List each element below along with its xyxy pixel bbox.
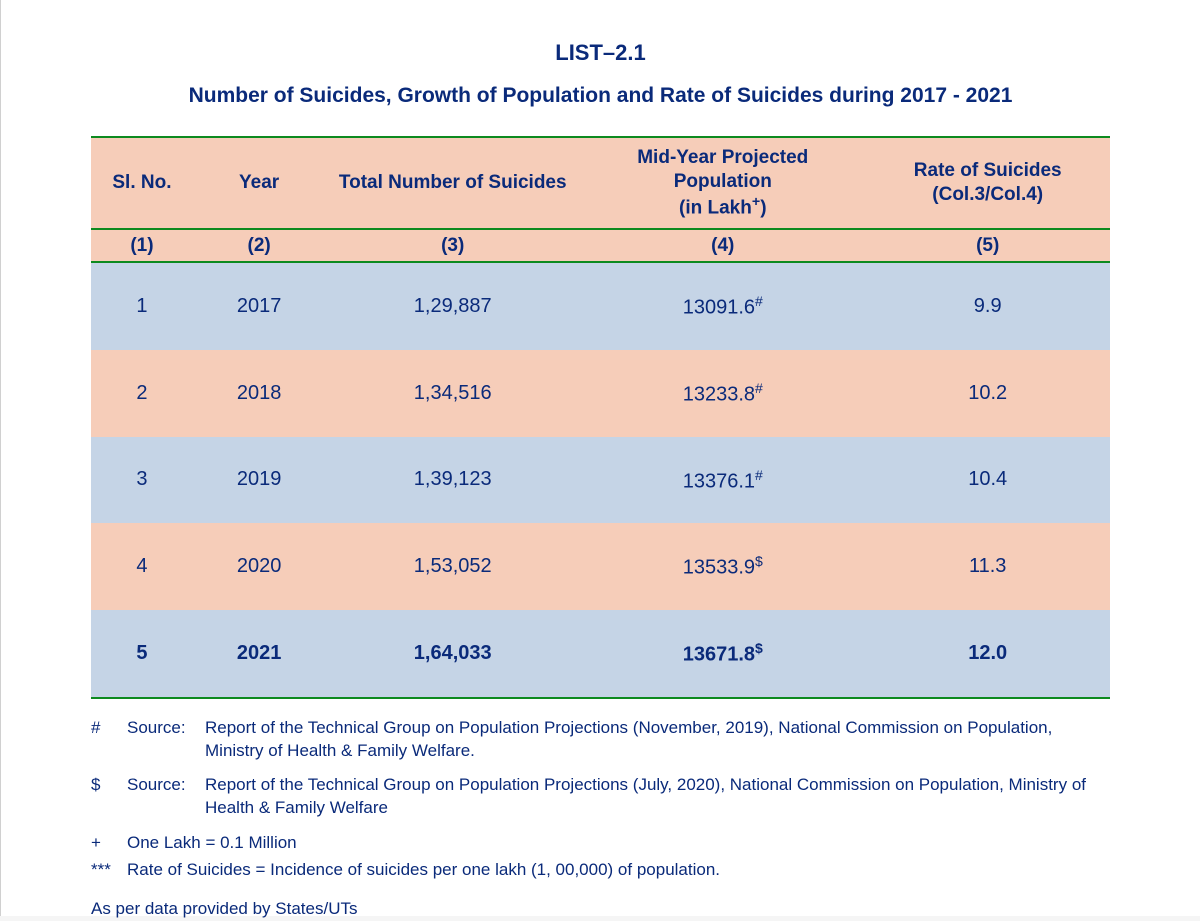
cell-rate: 10.2 [865,350,1110,437]
hdr-pop: Mid-Year Projected Population (in Lakh+) [580,137,865,229]
index-row: (1) (2) (3) (4) (5) [91,229,1110,263]
cell-pop: 13671.8$ [580,610,865,698]
cell-pop: 13533.9$ [580,523,865,610]
cell-pop-sup: $ [755,640,763,656]
footnote-text: One Lakh = 0.1 Million [127,832,1110,855]
table-row: 1 2017 1,29,887 13091.6# 9.9 [91,262,1110,350]
footnote-sym: *** [91,859,127,882]
cell-pop: 13233.8# [580,350,865,437]
cell-pop-val: 13533.9 [683,557,755,579]
cell-pop: 13091.6# [580,262,865,350]
footnote-dollar: $ Source: Report of the Technical Group … [91,774,1110,820]
footnote-sym: + [91,832,127,855]
idx-2: (2) [193,229,325,263]
footnote-sym: $ [91,774,127,820]
hdr-pop-sup: + [752,194,760,210]
cell-year: 2017 [193,262,325,350]
cell-pop-val: 13091.6 [683,297,755,319]
cell-sl: 3 [91,437,193,524]
footnote-text: Report of the Technical Group on Populat… [205,717,1110,763]
cell-year: 2020 [193,523,325,610]
footnote-label: Source: [127,774,205,820]
hdr-pop-l1: Mid-Year Projected [637,147,808,168]
hdr-pop-l3b: ) [760,197,766,218]
footnote-text: Report of the Technical Group on Populat… [205,774,1110,820]
cell-year: 2021 [193,610,325,698]
idx-3: (3) [325,229,580,263]
subtitle: Number of Suicides, Growth of Population… [91,84,1110,108]
cell-pop: 13376.1# [580,437,865,524]
cell-pop-sup: $ [755,553,763,569]
data-table: Sl. No. Year Total Number of Suicides Mi… [91,136,1110,699]
cell-year: 2018 [193,350,325,437]
cell-sl: 1 [91,262,193,350]
hdr-sl: Sl. No. [91,137,193,229]
cell-year: 2019 [193,437,325,524]
hdr-pop-l3a: (in Lakh [679,197,752,218]
cell-suic: 1,39,123 [325,437,580,524]
list-title: LIST–2.1 [91,40,1110,66]
cell-suic: 1,64,033 [325,610,580,698]
idx-5: (5) [865,229,1110,263]
table-row: 3 2019 1,39,123 13376.1# 10.4 [91,437,1110,524]
cell-sl: 4 [91,523,193,610]
cell-pop-sup: # [755,293,763,309]
cell-pop-sup: # [755,467,763,483]
footnote-plus: + One Lakh = 0.1 Million [91,832,1110,855]
cell-rate: 11.3 [865,523,1110,610]
cell-sl: 2 [91,350,193,437]
footnotes: # Source: Report of the Technical Group … [91,717,1110,921]
page: LIST–2.1 Number of Suicides, Growth of P… [0,0,1200,916]
cell-suic: 1,34,516 [325,350,580,437]
footnote-stars: *** Rate of Suicides = Incidence of suic… [91,859,1110,882]
footnote-sym: # [91,717,127,763]
footnote-hash: # Source: Report of the Technical Group … [91,717,1110,763]
footnote-text: Rate of Suicides = Incidence of suicides… [127,859,1110,882]
cell-pop-val: 13376.1 [683,470,755,492]
table-row: 4 2020 1,53,052 13533.9$ 11.3 [91,523,1110,610]
idx-1: (1) [91,229,193,263]
table-row: 5 2021 1,64,033 13671.8$ 12.0 [91,610,1110,698]
cell-suic: 1,53,052 [325,523,580,610]
table-row: 2 2018 1,34,516 13233.8# 10.2 [91,350,1110,437]
footnote-label: Source: [127,717,205,763]
cell-pop-val: 13671.8 [683,644,755,666]
cell-rate: 12.0 [865,610,1110,698]
cell-suic: 1,29,887 [325,262,580,350]
hdr-rate: Rate of Suicides (Col.3/Col.4) [865,137,1110,229]
cell-pop-val: 13233.8 [683,384,755,406]
hdr-pop-l2: Population [674,171,772,192]
hdr-suic: Total Number of Suicides [325,137,580,229]
footnote-asper: As per data provided by States/UTs [91,898,1110,921]
cell-rate: 10.4 [865,437,1110,524]
hdr-year: Year [193,137,325,229]
cell-pop-sup: # [755,380,763,396]
idx-4: (4) [580,229,865,263]
header-row: Sl. No. Year Total Number of Suicides Mi… [91,137,1110,229]
cell-sl: 5 [91,610,193,698]
cell-rate: 9.9 [865,262,1110,350]
